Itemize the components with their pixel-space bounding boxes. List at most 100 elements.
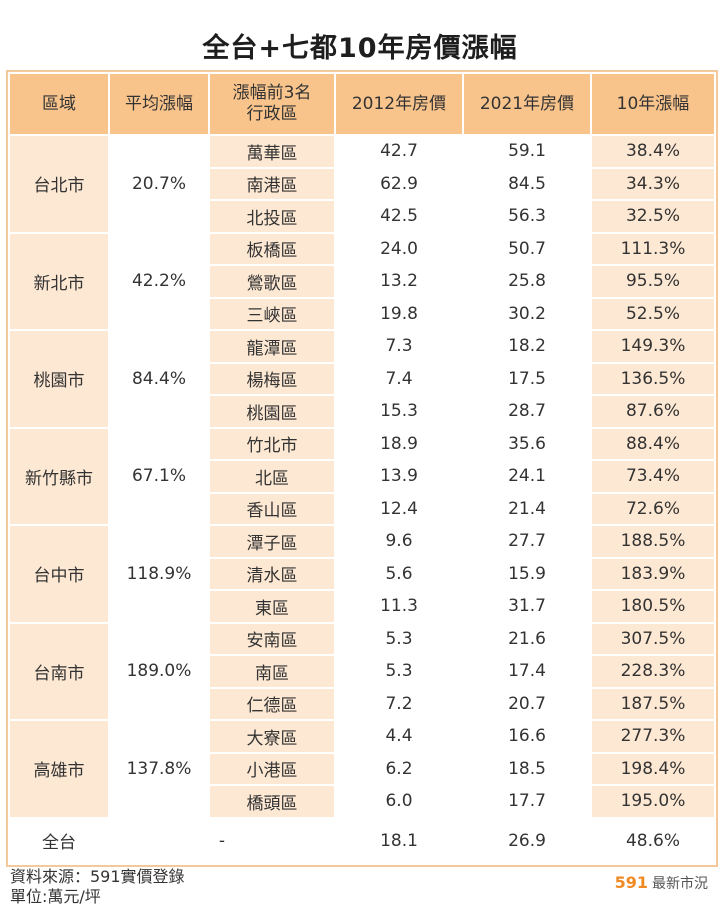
- price-2021-cell: 24.1: [462, 459, 592, 494]
- price-2021-cell: 18.2: [462, 329, 592, 364]
- price-2012-cell: 42.7: [334, 134, 464, 169]
- table-row: 鶯歌區 13.2 25.8 95.5%: [9, 264, 716, 299]
- page-title: 全台+七都10年房價漲幅: [202, 33, 518, 64]
- rate-10yr-cell: 136.5%: [590, 361, 716, 396]
- price-2021-cell: 16.6: [462, 719, 592, 754]
- district-cell: 北區: [208, 459, 336, 494]
- rate-10yr-cell: 183.9%: [590, 556, 716, 591]
- table-body: 台北市 20.7% 萬華區 42.7 59.1 38.4% 南港區 62.9 84.5 34.3%…: [8, 134, 716, 865]
- rate-10yr-cell: 52.5%: [590, 296, 716, 331]
- district-cell: 板橋區: [208, 231, 336, 266]
- district-cell: 安南區: [208, 621, 336, 656]
- rate-10yr-cell: 111.3%: [590, 231, 716, 266]
- district-cell: 大寮區: [208, 719, 336, 754]
- price-2012-cell: 42.5: [334, 199, 464, 234]
- price-2012-cell: 7.4: [334, 361, 464, 396]
- price-2012-cell: 18.9: [334, 426, 464, 461]
- district-cell: 三峽區: [208, 296, 336, 331]
- rate-10yr-cell: 307.5%: [590, 621, 716, 656]
- city-cell: 高雄市: [8, 719, 110, 819]
- city-cell: 台中市: [8, 524, 110, 624]
- rate-10yr-cell: 88.4%: [590, 426, 716, 461]
- price-2012-cell: 5.3: [334, 621, 464, 656]
- rate-10yr-cell: 72.6%: [590, 491, 716, 526]
- price-2021-cell: 50.7: [462, 231, 592, 266]
- rate-10yr-cell: 277.3%: [590, 719, 716, 754]
- district-cell: 橋頭區: [208, 784, 336, 819]
- avg-rate-cell: 20.7%: [108, 134, 210, 234]
- table-row: 仁德區 7.2 20.7 187.5%: [9, 686, 716, 721]
- avg-rate-cell: 67.1%: [108, 426, 210, 526]
- total-row: 全台 -18.1 26.9 48.6%: [8, 816, 716, 865]
- rate-10yr-cell: 34.3%: [590, 166, 716, 201]
- district-cell: 楊梅區: [208, 361, 336, 396]
- price-2012-cell: 6.0: [334, 784, 464, 819]
- price-2021-cell: 28.7: [462, 394, 592, 429]
- price-2021-cell: 15.9: [462, 556, 592, 591]
- rate-10yr-cell: 198.4%: [590, 751, 716, 786]
- total-2012-cell: 18.1: [334, 816, 464, 865]
- district-cell: 清水區: [208, 556, 336, 591]
- price-2021-cell: 17.7: [462, 784, 592, 819]
- total-avg-cell: -: [108, 816, 336, 865]
- district-cell: 香山區: [208, 491, 336, 526]
- header-cell-avg: 平均漲幅: [108, 72, 210, 136]
- price-2021-cell: 25.8: [462, 264, 592, 299]
- price-2021-cell: 20.7: [462, 686, 592, 721]
- table-row: 橋頭區 6.0 17.7 195.0%: [9, 784, 716, 819]
- header-cell-region: 區域: [8, 72, 110, 136]
- table-row: 高雄市 137.8% 大寮區 4.4 16.6 277.3%: [8, 719, 716, 819]
- source-note: 資料來源：591實價登錄: [10, 867, 185, 886]
- district-cell: 桃園區: [208, 394, 336, 429]
- table-row: 新竹縣市 67.1% 竹北市 18.9 35.6 88.4%: [8, 426, 716, 526]
- rate-10yr-cell: 73.4%: [590, 459, 716, 494]
- district-cell: 東區: [208, 589, 336, 624]
- price-2012-cell: 6.2: [334, 751, 464, 786]
- price-2021-cell: 31.7: [462, 589, 592, 624]
- brand-logo: 591 最新市況: [615, 873, 708, 893]
- avg-rate-cell: 42.2%: [108, 231, 210, 331]
- price-2021-cell: 35.6: [462, 426, 592, 461]
- price-2012-cell: 7.3: [334, 329, 464, 364]
- total-rate-cell: 48.6%: [590, 816, 716, 865]
- rate-10yr-cell: 187.5%: [590, 686, 716, 721]
- table-row: 桃園市 84.4% 龍潭區 7.3 18.2 149.3%: [8, 329, 716, 429]
- price-2012-cell: 13.2: [334, 264, 464, 299]
- price-2012-cell: 15.3: [334, 394, 464, 429]
- header-cell-10yr: 10年漲幅: [590, 72, 716, 136]
- rate-10yr-cell: 188.5%: [590, 524, 716, 559]
- header-cell-2021: 2021年房價: [462, 72, 592, 136]
- avg-rate-cell: 137.8%: [108, 719, 210, 819]
- price-2012-cell: 19.8: [334, 296, 464, 331]
- price-2012-cell: 62.9: [334, 166, 464, 201]
- rate-10yr-cell: 95.5%: [590, 264, 716, 299]
- price-2021-cell: 59.1: [462, 134, 592, 169]
- district-cell: 南港區: [208, 166, 336, 201]
- price-2012-cell: 11.3: [334, 589, 464, 624]
- district-cell: 鶯歌區: [208, 264, 336, 299]
- district-cell: 南區: [208, 654, 336, 689]
- price-2012-cell: 5.3: [334, 654, 464, 689]
- district-cell: 小港區: [208, 751, 336, 786]
- table-row: 南港區 62.9 84.5 34.3%: [9, 166, 716, 201]
- rate-10yr-cell: 180.5%: [590, 589, 716, 624]
- price-2012-cell: 9.6: [334, 524, 464, 559]
- city-cell: 台北市: [8, 134, 110, 234]
- unit-note: 單位:萬元/坪: [10, 887, 101, 906]
- price-2012-cell: 7.2: [334, 686, 464, 721]
- city-cell: 台南市: [8, 621, 110, 721]
- city-cell: 新北市: [8, 231, 110, 331]
- district-cell: 竹北市: [208, 426, 336, 461]
- rate-10yr-cell: 195.0%: [590, 784, 716, 819]
- price-2012-cell: 12.4: [334, 491, 464, 526]
- price-2021-cell: 56.3: [462, 199, 592, 234]
- avg-rate-cell: 84.4%: [108, 329, 210, 429]
- price-2012-cell: 13.9: [334, 459, 464, 494]
- table-row: 東區 11.3 31.7 180.5%: [9, 589, 716, 624]
- brand-text: 最新市況: [652, 876, 708, 892]
- table-row: 小港區 6.2 18.5 198.4%: [9, 751, 716, 786]
- footer-notes: 資料來源：591實價登錄 單位:萬元/坪: [10, 867, 185, 907]
- table-row: 台中市 118.9% 潭子區 9.6 27.7 188.5%: [8, 524, 716, 624]
- table-row: 清水區 5.6 15.9 183.9%: [9, 556, 716, 591]
- header-cell-2012: 2012年房價: [334, 72, 464, 136]
